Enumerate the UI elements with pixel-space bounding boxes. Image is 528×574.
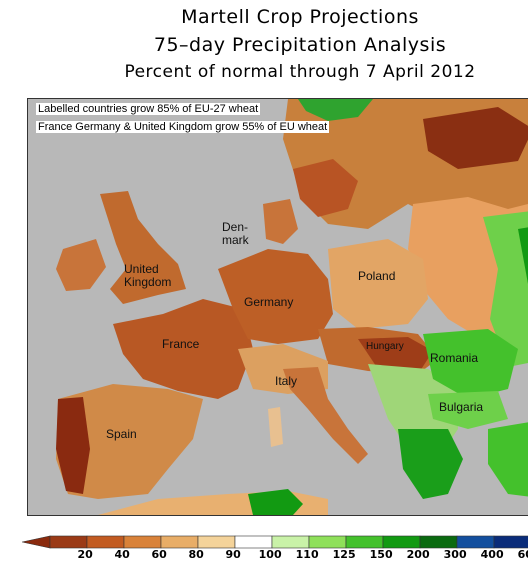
legend-tick-label: 300 xyxy=(443,548,467,561)
title-line-2: 75–day Precipitation Analysis xyxy=(153,34,447,56)
legend-tick-label: 90 xyxy=(225,548,241,561)
land-norway-green xyxy=(298,99,373,121)
legend-swatch xyxy=(234,535,273,549)
legend-swatch xyxy=(419,535,458,549)
land-portugal xyxy=(56,397,90,494)
legend-tick-label: 200 xyxy=(406,548,430,561)
legend-swatch xyxy=(493,535,528,549)
legend-swatch xyxy=(271,535,310,549)
legend-swatch xyxy=(382,535,421,549)
land-sweden-south xyxy=(293,159,358,217)
legend-tick-label: 400 xyxy=(480,548,504,561)
label-romania: Romania xyxy=(430,351,479,365)
legend-swatch xyxy=(86,535,125,549)
legend-tick-label: 20 xyxy=(77,548,93,561)
land-east-darkgreen xyxy=(518,227,528,284)
title-line-1: Martell Crop Projections xyxy=(181,6,419,28)
legend-tick-label: 600 xyxy=(517,548,528,561)
land-greece xyxy=(398,429,463,499)
label-italy: Italy xyxy=(275,374,298,388)
land-poland xyxy=(328,239,428,329)
land-italy xyxy=(283,367,368,464)
land-turkey xyxy=(488,422,528,497)
legend-swatch xyxy=(160,535,199,549)
legend-tick-label: 80 xyxy=(188,548,204,561)
legend-swatch xyxy=(49,535,88,549)
land-great-britain xyxy=(100,191,186,304)
legend-arrow-low xyxy=(22,535,51,549)
land-romania xyxy=(423,329,518,399)
legend-tick-label: 60 xyxy=(151,548,167,561)
land-hungary xyxy=(358,337,433,371)
label-united-kingdom: United Kingdom xyxy=(124,262,172,289)
legend-swatch xyxy=(123,535,162,549)
title-line-3: Percent of normal through 7 April 2012 xyxy=(124,62,476,82)
label-bulgaria: Bulgaria xyxy=(439,400,484,414)
map-graphic xyxy=(28,99,528,515)
land-iberia xyxy=(56,384,203,499)
land-sardinia xyxy=(268,407,283,447)
land-bulgaria xyxy=(428,391,508,429)
legend-tick-label: 100 xyxy=(258,548,282,561)
legend-swatch xyxy=(345,535,384,549)
label-poland: Poland xyxy=(358,269,396,283)
land-finland-dark xyxy=(423,107,528,169)
map-note-eu27: Labelled countries grow 85% of EU-27 whe… xyxy=(36,103,261,115)
label-hungary: Hungary xyxy=(366,341,404,352)
land-france xyxy=(113,299,253,399)
legend-tick-label: 125 xyxy=(332,548,356,561)
land-ireland xyxy=(56,239,106,291)
label-spain: Spain xyxy=(106,427,137,441)
land-east-green xyxy=(483,211,528,367)
precipitation-map: Labelled countries grow 85% of EU-27 whe… xyxy=(27,98,528,516)
label-france: France xyxy=(162,337,200,351)
label-germany: Germany xyxy=(244,295,294,309)
legend-swatch xyxy=(456,535,495,549)
legend-tick-label: 150 xyxy=(369,548,393,561)
land-africa-green xyxy=(248,489,303,515)
land-denmark xyxy=(263,199,298,244)
legend-tick-label: 110 xyxy=(295,548,319,561)
legend-tick-label: 40 xyxy=(114,548,130,561)
map-note-top3: France Germany & United Kingdom grow 55%… xyxy=(36,121,330,133)
label-denmark: Den-mark xyxy=(222,220,249,247)
color-legend xyxy=(22,535,528,549)
legend-swatch xyxy=(308,535,347,549)
land-germany xyxy=(218,249,333,344)
legend-swatch xyxy=(197,535,236,549)
